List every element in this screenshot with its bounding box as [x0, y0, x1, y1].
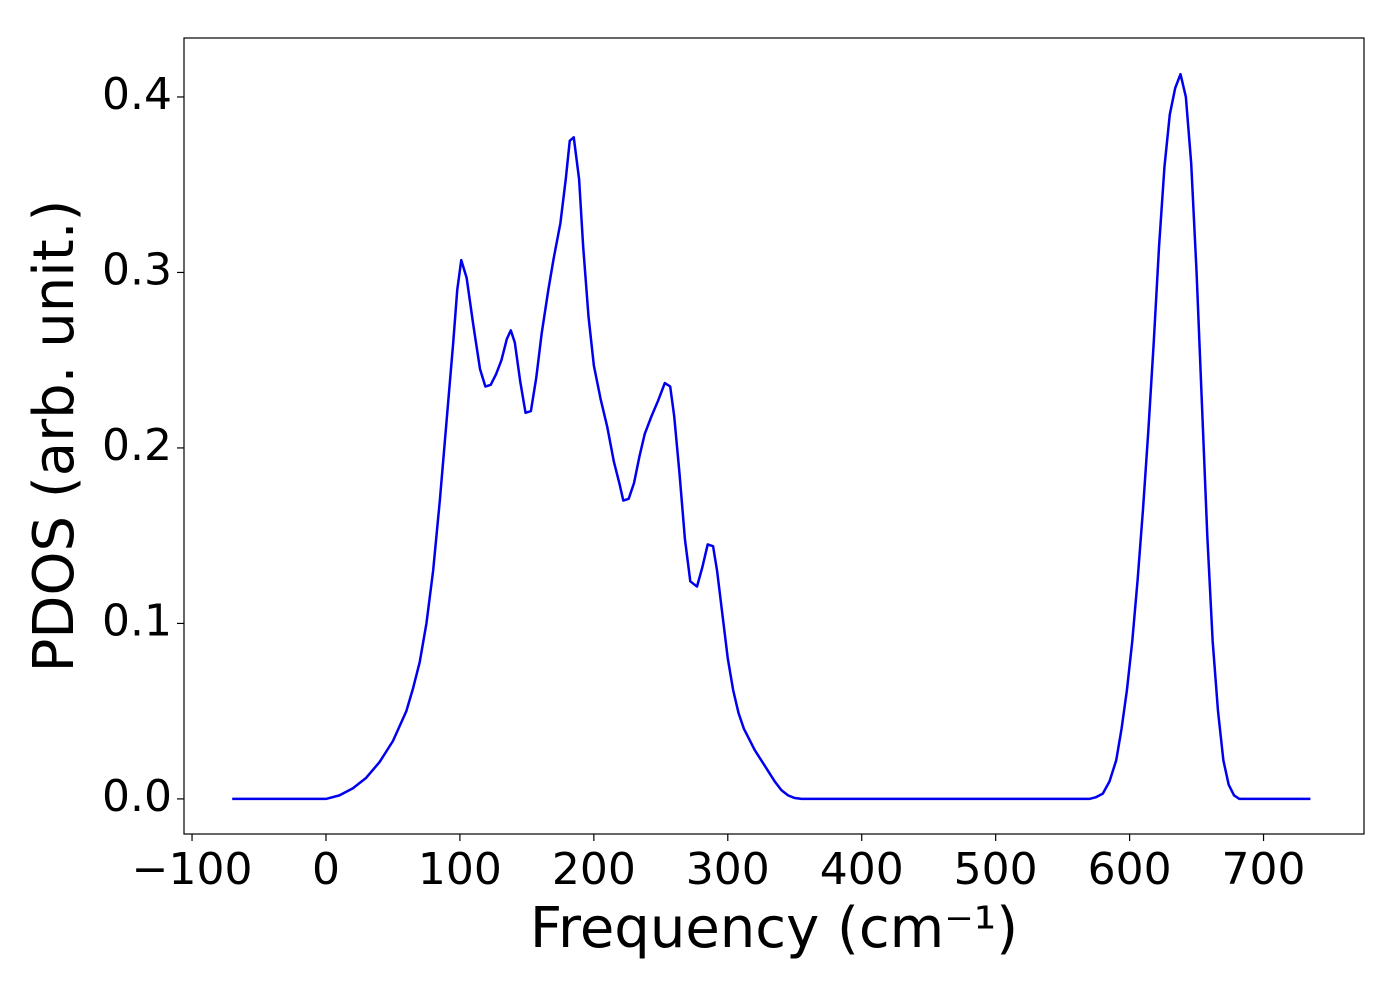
- x-tick-label: 500: [954, 844, 1038, 895]
- y-tick-label: 0.2: [102, 420, 172, 471]
- x-tick-label: 100: [418, 844, 502, 895]
- y-tick-label: 0.4: [102, 69, 172, 120]
- y-tick-label: 0.3: [102, 244, 172, 295]
- x-tick-label: 600: [1088, 844, 1172, 895]
- x-tick-label: 400: [820, 844, 904, 895]
- x-tick-label: −100: [132, 844, 253, 895]
- x-tick-label: 700: [1222, 844, 1306, 895]
- y-axis-label: PDOS (arb. unit.): [22, 200, 87, 673]
- data-line: [232, 72, 1311, 801]
- x-tick-label: 200: [552, 844, 636, 895]
- y-tick-label: 0.0: [102, 771, 172, 822]
- y-tick-label: 0.1: [102, 595, 172, 646]
- x-axis-label: Frequency (cm⁻¹): [530, 896, 1018, 961]
- x-tick-label: 0: [312, 844, 340, 895]
- plot-frame: [183, 37, 1365, 835]
- x-tick-label: 300: [686, 844, 770, 895]
